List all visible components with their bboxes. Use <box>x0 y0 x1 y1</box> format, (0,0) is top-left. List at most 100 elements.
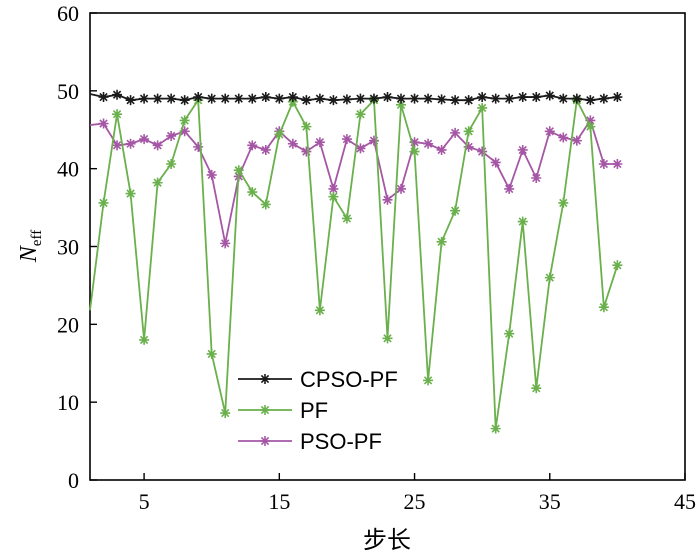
data-point <box>517 92 528 103</box>
legend-label: PSO-PF <box>300 429 382 454</box>
data-point <box>206 169 217 180</box>
data-point <box>247 187 258 198</box>
data-point <box>598 158 609 169</box>
data-point <box>206 93 217 104</box>
data-point <box>423 375 434 386</box>
data-point <box>328 183 339 194</box>
y-tick-label: 0 <box>68 468 79 493</box>
x-tick-label: 45 <box>674 489 696 514</box>
data-point <box>423 138 434 149</box>
data-point <box>233 93 244 104</box>
data-point <box>490 423 501 434</box>
data-point <box>368 135 379 146</box>
data-point <box>233 165 244 176</box>
y-tick-label: 60 <box>57 1 79 26</box>
data-point <box>355 109 366 120</box>
data-point <box>179 95 190 106</box>
series-line <box>89 99 619 430</box>
y-tick-label: 10 <box>57 390 79 415</box>
series-cpso-pf <box>89 89 623 106</box>
data-point <box>179 115 190 126</box>
data-point <box>490 157 501 168</box>
data-point <box>558 132 569 143</box>
x-tick-label: 5 <box>139 489 150 514</box>
data-point <box>112 140 123 151</box>
data-point <box>247 93 258 104</box>
y-tick-label: 50 <box>57 79 79 104</box>
legend-entry: PF <box>238 398 328 423</box>
data-point <box>355 93 366 104</box>
legend-label: PF <box>300 398 328 423</box>
y-tick-label: 30 <box>57 235 79 260</box>
data-point <box>98 92 109 103</box>
data-point <box>166 130 177 141</box>
data-point <box>301 121 312 132</box>
data-point <box>328 191 339 202</box>
data-point <box>463 126 474 137</box>
data-point <box>463 95 474 106</box>
data-point <box>274 93 285 104</box>
data-point <box>341 134 352 145</box>
data-point <box>544 126 555 137</box>
data-point <box>152 177 163 188</box>
data-point <box>409 137 420 148</box>
data-point <box>220 238 231 249</box>
data-point <box>355 143 366 154</box>
series-line <box>89 93 618 102</box>
legend: CPSO-PF PF PSO-PF <box>238 367 398 454</box>
data-point <box>477 146 488 157</box>
data-point <box>450 205 461 216</box>
data-point <box>287 138 298 149</box>
legend-entry: PSO-PF <box>238 429 382 454</box>
data-point <box>598 93 609 104</box>
data-point <box>260 92 271 103</box>
data-point <box>382 92 393 103</box>
data-point <box>314 93 325 104</box>
data-point <box>544 272 555 283</box>
legend-marker <box>260 374 270 384</box>
data-point <box>382 333 393 344</box>
y-tick-label: 40 <box>57 157 79 182</box>
data-point <box>193 141 204 152</box>
data-point <box>531 173 542 184</box>
data-point <box>247 140 258 151</box>
svg-text:Neff: Neff <box>16 230 45 263</box>
data-point <box>409 146 420 157</box>
data-point <box>396 99 407 110</box>
data-point <box>490 93 501 104</box>
legend-marker <box>260 405 270 415</box>
data-point <box>152 140 163 151</box>
data-point <box>571 93 582 104</box>
data-point <box>531 92 542 103</box>
data-point <box>544 90 555 101</box>
data-point <box>287 92 298 103</box>
data-point <box>98 197 109 208</box>
data-point <box>436 94 447 105</box>
data-point <box>341 94 352 105</box>
data-point <box>450 95 461 106</box>
x-tick-label: 25 <box>404 489 426 514</box>
data-point <box>139 134 150 145</box>
data-point <box>260 199 271 210</box>
data-point <box>139 93 150 104</box>
data-point <box>260 144 271 155</box>
data-point <box>612 260 623 271</box>
data-point <box>98 118 109 129</box>
data-point <box>206 348 217 359</box>
data-point <box>477 102 488 113</box>
data-point <box>220 408 231 419</box>
data-point <box>585 121 596 132</box>
data-point <box>463 141 474 152</box>
data-point <box>396 93 407 104</box>
data-point <box>504 183 515 194</box>
data-point <box>504 328 515 339</box>
data-point <box>328 95 339 106</box>
data-point <box>125 138 136 149</box>
data-point <box>139 334 150 345</box>
data-point <box>166 93 177 104</box>
data-point <box>112 109 123 120</box>
data-point <box>436 144 447 155</box>
data-point <box>314 137 325 148</box>
